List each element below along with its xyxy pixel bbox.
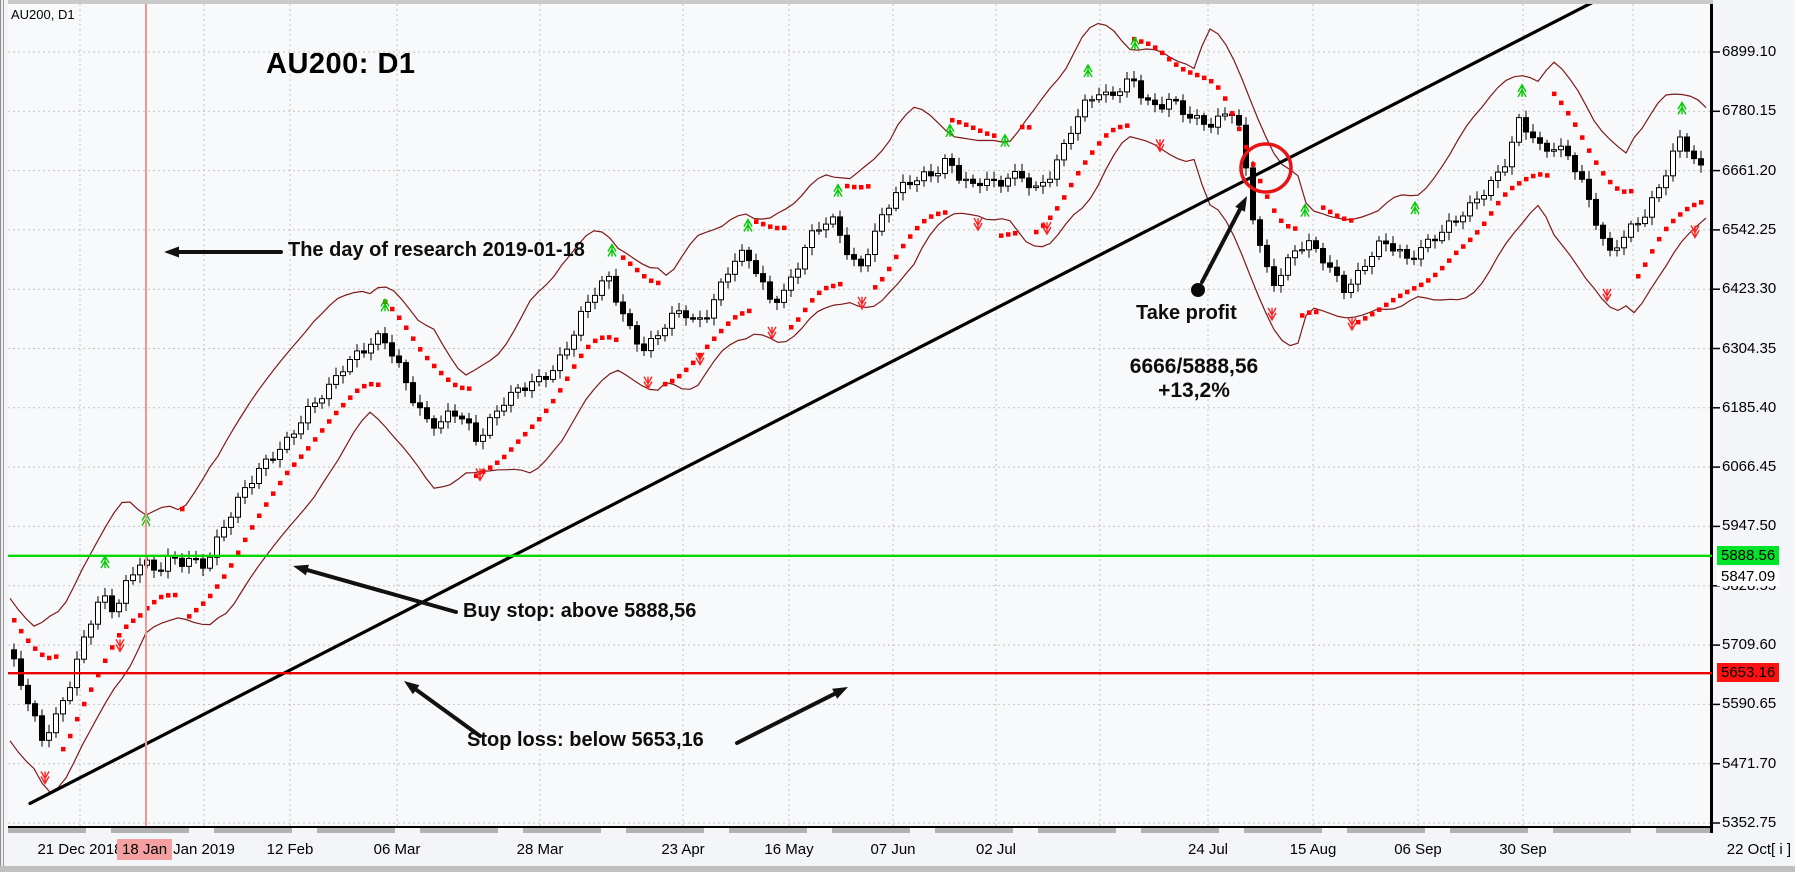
- price-tick-label: 5947.50: [1722, 517, 1777, 534]
- price-tick-label: 5709.60: [1722, 636, 1777, 653]
- price-axis-border: [1710, 4, 1713, 833]
- annotation-research-day: The day of research 2019-01-18: [288, 239, 585, 261]
- price-tick-label: 6066.45: [1722, 458, 1777, 475]
- date-axis-tickbar: [8, 828, 1710, 833]
- date-tick-label-highlight: 18 Jan: [117, 839, 173, 860]
- price-tick-label: 5590.65: [1722, 695, 1777, 712]
- date-tick-label: 15 Aug: [1289, 841, 1337, 858]
- trade-result-prices: 6666/5888,56: [1129, 355, 1259, 378]
- price-tick-label: 6661.20: [1722, 162, 1777, 179]
- date-tick-label: 21 Dec 2018: [37, 841, 123, 858]
- price-tick-label: 5352.75: [1722, 814, 1777, 831]
- chart-title: AU200: D1: [266, 48, 416, 80]
- date-tick-label: 22 Oct[ i ]: [1726, 841, 1791, 858]
- price-level-label-current-price: 5847.09: [1717, 567, 1780, 586]
- window-frame-bottom: [0, 866, 1795, 872]
- chart-plot-area[interactable]: [8, 4, 1712, 826]
- date-axis-border: [8, 826, 1713, 828]
- symbol-period-label: AU200, D1: [11, 7, 75, 22]
- date-tick-label: 02 Jul: [975, 841, 1017, 858]
- price-level-label-buy-stop-level: 5888.56: [1717, 546, 1780, 565]
- date-tick-label: 06 Mar: [373, 841, 421, 858]
- trade-result-percent: +13,2%: [1158, 379, 1230, 402]
- price-axis: [1713, 0, 1795, 866]
- date-tick-label: 12 Feb: [266, 841, 314, 858]
- price-tick-label: 6304.35: [1722, 340, 1777, 357]
- date-tick-label: 07 Jun: [870, 841, 916, 858]
- price-tick-label: 5471.70: [1722, 755, 1777, 772]
- date-tick-label: 16 May: [764, 841, 814, 858]
- price-tick-label: 6185.40: [1722, 399, 1777, 416]
- date-tick-label: 28 Mar: [516, 841, 564, 858]
- date-tick-label: 24 Jul: [1187, 841, 1229, 858]
- price-tick-label: 6780.15: [1722, 102, 1777, 119]
- price-tick-label: 6899.10: [1722, 43, 1777, 60]
- date-tick-label: Jan 2019: [173, 841, 235, 858]
- window-frame-left: [0, 0, 8, 866]
- annotation-stop-loss: Stop loss: below 5653,16: [467, 729, 704, 751]
- date-tick-label: 06 Sep: [1394, 841, 1442, 858]
- price-tick-label: 6423.30: [1722, 280, 1777, 297]
- annotation-buy-stop: Buy stop: above 5888,56: [463, 600, 697, 622]
- annotation-trade-result: 6666/5888,56 +13,2%: [1094, 355, 1294, 403]
- price-level-label-stop-loss-level: 5653.16: [1717, 663, 1780, 682]
- price-tick-label: 6542.25: [1722, 221, 1777, 238]
- date-axis: [0, 833, 1795, 866]
- annotation-take-profit: Take profit: [1136, 302, 1237, 324]
- date-tick-label: 30 Sep: [1499, 841, 1547, 858]
- date-tick-label: 23 Apr: [661, 841, 705, 858]
